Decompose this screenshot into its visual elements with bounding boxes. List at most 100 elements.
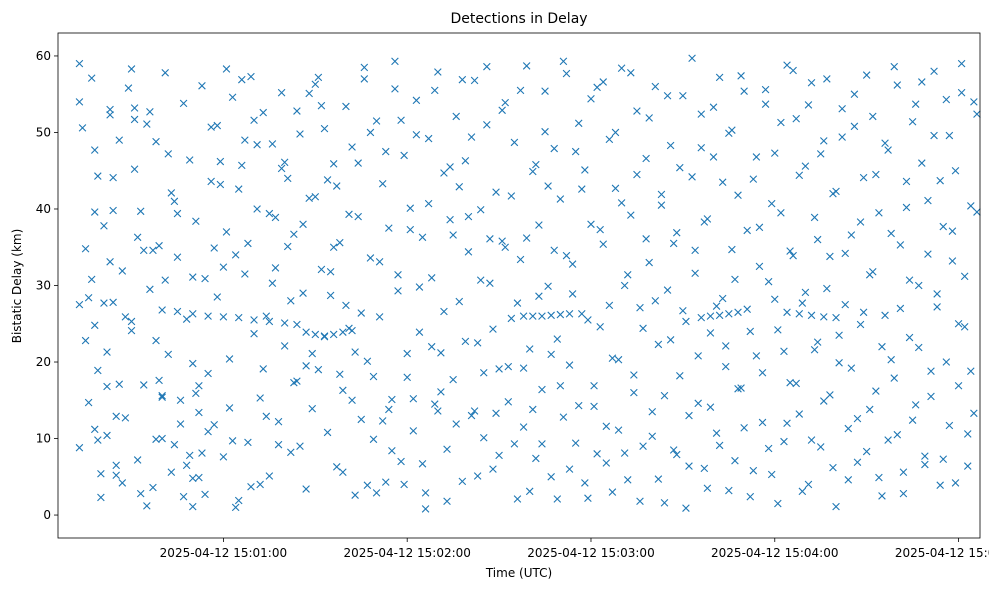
detection-point [256,394,264,402]
detection-point [918,78,926,86]
detection-point [449,231,457,239]
detection-point [155,376,163,385]
detection-point [746,492,755,501]
detection-point [430,86,439,95]
detection-point [538,440,546,448]
detection-point [388,446,396,455]
detection-point [813,235,822,244]
detection-point [406,204,415,213]
detection-point [783,419,791,428]
detection-point [721,342,730,350]
detection-point [761,85,770,94]
detection-point [688,54,696,63]
detection-point [237,75,246,84]
detection-point [467,133,476,141]
detection-point [636,497,644,506]
detection-point [296,130,304,138]
track-detection-point [329,330,338,339]
track-detection-point [697,313,706,322]
detection-point [550,144,559,153]
detection-point [167,468,176,476]
detection-point [770,295,779,304]
detection-point [486,279,494,287]
detection-point [574,119,583,128]
detection-point [816,150,825,158]
detection-point [865,405,874,414]
detection-point [666,336,675,344]
detection-point [293,107,301,115]
detection-point [590,381,598,390]
track-detection-point [795,310,804,318]
detection-point [780,347,788,356]
detection-point [354,212,362,221]
detection-point [700,464,709,473]
detection-point [525,345,534,353]
track-detection-point [528,312,537,320]
detection-point [271,213,280,222]
detection-point [127,326,136,335]
detection-point [672,450,681,459]
detection-point [939,455,948,463]
detection-point [504,398,513,406]
detection-point [90,321,99,330]
detection-point [593,450,601,458]
detection-point [421,505,430,513]
detection-point [951,166,960,175]
x-tick-label: 2025-04-12 15:05:00 [895,546,989,560]
detection-point [862,71,871,79]
detection-point [351,348,359,356]
detection-point [118,267,127,275]
detection-point [103,348,111,356]
detection-point [688,173,696,181]
detection-point [875,473,883,482]
detection-point [789,251,797,260]
detection-point [265,472,274,480]
detection-point [268,140,277,148]
detection-point [461,156,470,165]
detection-point [627,68,635,77]
detection-point [302,485,310,493]
detection-point [495,451,503,460]
track-detection-point [706,312,715,320]
detection-point [639,442,647,450]
detection-point [219,263,228,271]
detection-point [620,281,629,290]
detection-point [84,398,93,407]
detection-point [476,276,485,284]
detection-point [90,425,99,434]
data-marks [75,54,981,513]
detection-point [136,489,145,498]
detection-point [100,222,108,230]
detection-point [660,391,669,400]
detection-point [403,373,411,382]
detection-point [492,188,500,196]
detection-point [522,62,531,70]
detection-point [706,329,715,337]
detection-point [332,463,341,471]
detection-point [801,288,810,297]
detection-point [823,75,831,83]
detection-point [329,160,338,168]
y-tick-label: 10 [36,432,51,446]
detection-point [721,362,730,371]
detection-point [342,102,350,111]
detection-point [75,98,84,106]
detection-point [636,303,644,312]
detection-point [305,194,313,203]
detection-point [149,246,157,255]
detection-point [507,314,516,323]
detection-point [326,267,335,276]
detection-point [535,221,543,229]
detection-point [198,449,206,457]
detection-point [516,86,525,95]
x-tick-label: 2025-04-12 15:01:00 [160,546,287,560]
detection-point [170,197,179,206]
detection-point [210,420,219,429]
detection-point [538,385,546,394]
detection-point [844,476,853,484]
detection-point [192,217,200,226]
detection-point [737,72,745,80]
detection-point [216,180,225,189]
